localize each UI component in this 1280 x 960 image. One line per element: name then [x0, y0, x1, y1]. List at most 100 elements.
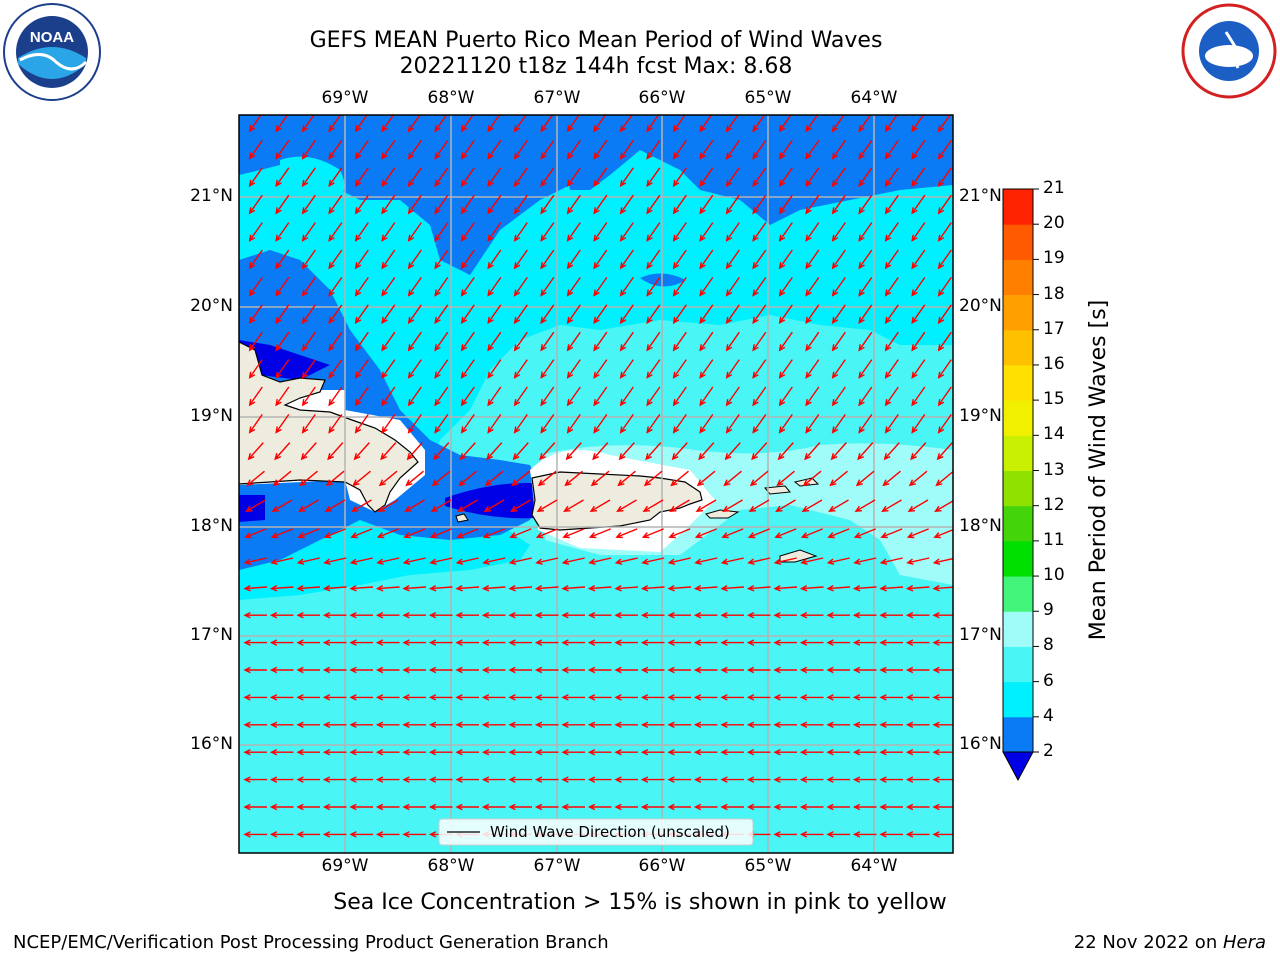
wind-wave-arrow	[407, 139, 422, 160]
map-frame	[238, 114, 954, 854]
wind-wave-arrow	[778, 194, 793, 215]
wind-wave-arrow	[271, 499, 293, 513]
wind-wave-arrow	[243, 557, 267, 565]
wind-wave-arrow	[296, 748, 320, 756]
wind-wave-arrow	[699, 304, 714, 325]
wind-wave-arrow	[561, 776, 585, 783]
colorbar-segment	[1003, 470, 1033, 507]
wind-wave-arrow	[884, 331, 899, 352]
wind-wave-arrow	[402, 639, 426, 646]
wind-wave-arrow	[799, 803, 824, 811]
wind-wave-arrow	[694, 557, 718, 565]
footer-date-text: 22 Nov 2022 on	[1073, 932, 1223, 953]
lat-label-right: 19°N	[959, 406, 1002, 426]
wind-wave-arrow	[778, 386, 793, 407]
wind-wave-arrow	[455, 803, 479, 811]
wind-wave-arrow	[720, 803, 744, 811]
wind-wave-arrow	[381, 167, 396, 188]
wind-wave-arrow	[535, 528, 558, 539]
wind-wave-arrow	[667, 748, 691, 756]
wind-wave-arrow	[672, 139, 687, 160]
wind-wave-arrow	[773, 666, 797, 674]
wind-wave-arrow	[243, 831, 267, 838]
wind-wave-arrow	[852, 803, 877, 811]
wind-wave-arrow	[800, 557, 824, 565]
wind-wave-arrow	[540, 331, 555, 352]
colorbar-tick-label: 15	[1043, 389, 1065, 410]
wind-wave-arrow	[402, 803, 426, 811]
wind-wave-arrow	[937, 413, 952, 434]
wind-wave-arrow	[561, 803, 585, 811]
wind-wave-arrow	[561, 639, 585, 646]
wind-wave-arrow	[752, 331, 767, 352]
wind-wave-arrow	[778, 413, 793, 434]
wind-wave-arrow	[513, 331, 528, 352]
colorbar-tick-label: 2	[1043, 741, 1054, 761]
wind-wave-arrow	[375, 776, 400, 783]
wind-wave-arrow	[508, 803, 532, 811]
wind-wave-arrow	[826, 748, 850, 756]
wind-wave-arrow	[619, 386, 634, 407]
wind-wave-arrow	[540, 167, 555, 188]
wind-wave-arrow	[699, 115, 713, 133]
wind-wave-arrow	[381, 139, 396, 160]
wind-wave-arrow	[826, 694, 850, 701]
lon-label-top: 69°W	[321, 88, 369, 108]
wind-wave-arrow	[275, 167, 290, 188]
wind-wave-arrow	[301, 139, 316, 160]
wind-wave-arrow	[773, 584, 798, 592]
wind-wave-arrow	[328, 139, 343, 160]
wind-wave-arrow	[434, 167, 449, 188]
wind-wave-arrow	[640, 584, 665, 592]
wind-wave-arrow	[455, 748, 479, 756]
wind-wave-arrow	[614, 584, 639, 592]
wind-wave-arrow	[884, 413, 899, 434]
wind-wave-arrow	[773, 639, 797, 646]
contour-4-6s-patch	[280, 156, 345, 205]
colorbar-tick-label: 18	[1043, 283, 1065, 304]
wind-wave-arrow	[778, 115, 792, 133]
wind-wave-arrow	[752, 194, 767, 215]
wind-wave-arrow	[487, 276, 502, 297]
wind-wave-arrow	[275, 222, 290, 242]
wind-wave-arrow	[852, 831, 877, 838]
wind-wave-arrow	[773, 694, 797, 701]
wind-wave-arrow	[614, 694, 638, 701]
wind-wave-arrow	[722, 499, 743, 513]
wind-wave-arrow	[799, 748, 824, 756]
wind-wave-arrow	[778, 331, 793, 352]
wind-wave-arrow	[349, 776, 373, 783]
contour-2-4s-patch	[640, 273, 686, 287]
wind-wave-arrow	[640, 748, 665, 756]
wind-wave-arrow	[486, 442, 503, 461]
wind-wave-arrow	[513, 359, 528, 379]
wind-wave-arrow	[247, 442, 264, 461]
wind-wave-arrow	[725, 139, 740, 160]
wind-wave-arrow	[752, 249, 767, 270]
wind-wave-arrow	[799, 611, 824, 619]
wind-wave-arrow	[752, 276, 767, 297]
wind-wave-arrow	[672, 222, 687, 242]
lat-label-right: 20°N	[959, 296, 1002, 316]
wind-wave-arrow	[512, 442, 529, 461]
wind-wave-arrow	[905, 639, 930, 646]
wind-wave-arrow	[243, 639, 267, 646]
wind-wave-arrow	[805, 331, 820, 352]
wind-wave-arrow	[826, 803, 850, 811]
wind-wave-arrow	[248, 194, 263, 215]
wind-wave-arrow	[407, 304, 422, 325]
wind-wave-arrow	[322, 776, 347, 783]
wind-wave-arrow	[720, 611, 744, 619]
wind-wave-arrow	[884, 386, 899, 407]
wind-wave-arrow	[720, 776, 744, 783]
wind-wave-arrow	[587, 721, 612, 729]
wind-wave-arrow	[672, 249, 687, 270]
wind-wave-arrow	[905, 694, 930, 701]
wind-wave-arrow	[296, 639, 320, 646]
wind-wave-arrow	[699, 194, 714, 215]
wind-wave-arrow	[615, 528, 638, 539]
wind-wave-arrow	[746, 666, 771, 674]
wind-wave-arrow	[667, 694, 691, 701]
wind-wave-arrow	[746, 611, 771, 619]
wind-wave-arrow	[804, 442, 821, 461]
